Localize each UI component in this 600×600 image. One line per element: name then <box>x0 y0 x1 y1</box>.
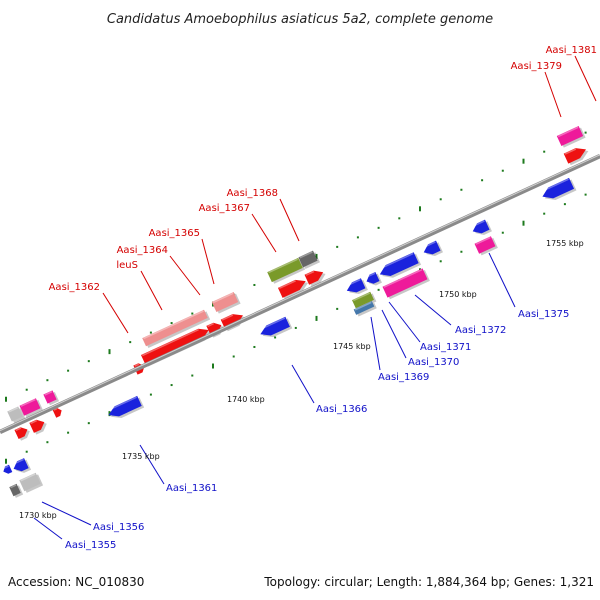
gene-feature-red <box>14 427 30 441</box>
accession-text: Accession: NC_010830 <box>8 575 144 589</box>
leader-line <box>544 71 562 118</box>
gene-label: Aasi_1381 <box>546 45 597 56</box>
leader-line <box>251 213 277 253</box>
leader-line <box>139 444 165 485</box>
gene-feature-blue <box>345 278 368 295</box>
gene-feature-blue <box>2 464 13 474</box>
gene-label: Aasi_1367 <box>199 203 250 214</box>
gene-feature-gray <box>7 406 26 424</box>
gene-label: Aasi_1355 <box>65 540 116 551</box>
leader-line <box>102 292 129 334</box>
gene-label: Aasi_1365 <box>149 228 200 239</box>
gene-feature-magenta <box>556 125 586 148</box>
genome-backbone <box>0 153 600 435</box>
gene-label: Aasi_1371 <box>420 342 471 353</box>
leader-line <box>488 252 516 308</box>
topology-text: Topology: circular; Length: 1,884,364 bp… <box>263 575 594 589</box>
leader-line <box>370 316 381 371</box>
gene-feature-blue <box>422 240 443 256</box>
gene-label: Aasi_1356 <box>93 522 144 533</box>
scale-label: 1755 kbp <box>546 239 584 248</box>
gene-label: Aasi_1362 <box>49 282 100 293</box>
leader-line <box>291 364 315 404</box>
gene-label: Aasi_1361 <box>166 483 217 494</box>
leader-line <box>33 517 63 540</box>
leader-line <box>388 301 421 343</box>
gene-labels: Aasi_1362 leuS Aasi_1364 Aasi_1365 Aasi_1367… <box>49 45 597 551</box>
label-leader-lines <box>33 55 597 540</box>
gene-feature-red <box>304 270 326 287</box>
gene-feature-magenta <box>19 398 43 418</box>
gene-label: leuS <box>116 260 138 271</box>
gene-feature-magenta <box>43 390 60 406</box>
scale-label: 1750 kbp <box>439 290 477 299</box>
gene-feature-blue <box>471 219 492 235</box>
leader-line <box>381 309 407 359</box>
leader-line <box>41 501 92 526</box>
gene-feature-red <box>563 148 589 166</box>
gene-feature-red <box>29 419 47 435</box>
gene-label: Aasi_1368 <box>227 188 278 199</box>
gene-feature-blue <box>107 395 145 418</box>
scale-label: 1745 kbp <box>333 342 371 351</box>
leader-line <box>169 255 201 296</box>
leader-line <box>201 238 215 285</box>
gene-label: Aasi_1375 <box>518 309 569 320</box>
scale-label: 1740 kbp <box>227 395 265 404</box>
gene-label: Aasi_1379 <box>511 61 562 72</box>
gene-feature-blue <box>365 271 382 286</box>
gene-feature-steel <box>353 301 377 317</box>
gene-feature-salmon <box>142 309 211 348</box>
gene-label: Aasi_1370 <box>408 357 459 368</box>
gene-feature-darkgray <box>298 250 320 269</box>
gene-feature-red <box>277 279 309 300</box>
leader-line <box>414 294 452 326</box>
gene-feature-gray <box>19 472 44 493</box>
map-title: Candidatus Amoebophilus asiaticus 5a2, c… <box>107 12 493 27</box>
gene-feature-blue <box>12 458 32 473</box>
gene-feature-blue <box>259 316 293 338</box>
gene-feature-olive <box>267 257 306 284</box>
gene-feature-magenta <box>382 268 430 300</box>
leader-line <box>140 270 163 311</box>
leader-line <box>574 55 597 102</box>
gene-features <box>2 125 589 498</box>
gene-feature-salmon <box>211 291 241 314</box>
genome-backbone-highlight <box>0 154 600 432</box>
gene-label: Aasi_1372 <box>455 325 506 336</box>
leader-line <box>279 198 300 242</box>
gene-label: Aasi_1366 <box>316 404 367 415</box>
scale-labels: 1730 kbp 1735 kbp 1740 kbp 1745 kbp 1750 kbp… <box>19 239 584 520</box>
gene-feature-darkgray <box>9 483 24 498</box>
scale-label: 1735 kbp <box>122 452 160 461</box>
gene-label: Aasi_1364 <box>117 245 168 256</box>
gene-label: Aasi_1369 <box>378 372 429 383</box>
gene-feature-blue <box>378 252 422 278</box>
gene-feature-magenta <box>474 236 498 256</box>
gene-feature-blue <box>540 177 577 201</box>
gene-feature-red <box>52 407 62 418</box>
scale-label: 1730 kbp <box>19 511 57 520</box>
gene-feature-olive <box>352 291 377 310</box>
